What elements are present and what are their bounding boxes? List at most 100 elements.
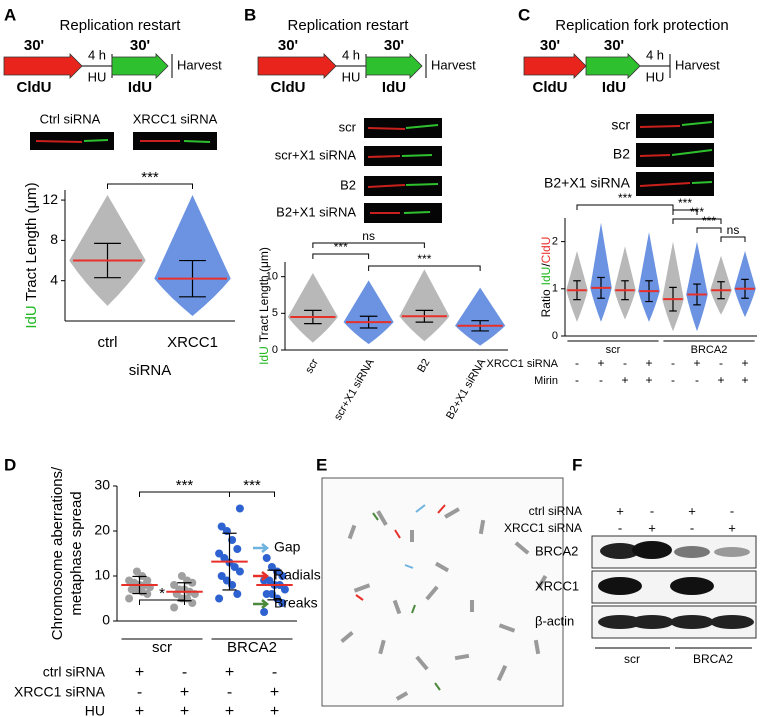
x-tick-label: B2 — [415, 357, 432, 375]
distribution — [154, 195, 231, 316]
schematic-label: CldU — [533, 79, 568, 96]
y-axis-label-part: Tract Length (μm) — [257, 247, 271, 342]
pulse-arrow — [523, 53, 587, 79]
group-label: scr — [606, 344, 621, 356]
x-tick-label: scr+X1 siRNA — [332, 356, 377, 422]
significance-label: *** — [176, 477, 194, 494]
condition-mark: - — [671, 373, 675, 387]
blot-label: β-actin — [535, 613, 574, 628]
group-label: BRCA2 — [693, 652, 733, 666]
y-tick-label: 30 — [94, 477, 110, 493]
significance-label: * — [159, 585, 165, 602]
row-label: Mirin — [534, 375, 558, 387]
fiber-label: B2+X1 siRNA — [544, 175, 631, 191]
schematic-label: HU — [342, 69, 361, 84]
condition-mark: + — [648, 520, 656, 535]
significance-bracket — [576, 204, 674, 210]
data-point — [228, 581, 237, 589]
condition-mark: - — [599, 373, 603, 387]
schematic-label: IdU — [128, 79, 152, 96]
condition-mark: + — [741, 373, 748, 387]
schematic-label: 30' — [130, 37, 150, 54]
x-tick-label: XRCC1 — [167, 334, 218, 351]
condition-mark: + — [225, 664, 234, 681]
panel-title: Replication restart — [288, 17, 410, 34]
panel-letter: B — [244, 5, 256, 24]
chart: 4 8 12 IdU Tract Length (μm) ctrl XRCC1 siRNA **… — [23, 169, 235, 379]
distribution — [662, 241, 684, 332]
condition-mark: + — [616, 503, 624, 518]
significance-bracket — [229, 491, 275, 497]
y-axis-label-part: Tract Length (μm) — [23, 182, 40, 301]
blot-label: BRCA2 — [535, 543, 578, 558]
data-point — [233, 545, 242, 553]
condition-mark: + — [180, 703, 189, 717]
significance-label: ns — [362, 229, 375, 243]
panel-letter: D — [4, 455, 16, 474]
significance-label: *** — [702, 214, 716, 228]
x-tick-label: scr — [303, 357, 321, 376]
group-label: BRCA2 — [691, 344, 728, 356]
significance-label: ns — [727, 223, 740, 237]
fiber-images — [364, 118, 442, 223]
pulse-arrow — [111, 53, 169, 79]
panel-title: Replication restart — [60, 17, 182, 34]
data-point — [262, 554, 271, 562]
pulse-arrow — [3, 53, 83, 79]
condition-mark: - — [575, 356, 579, 370]
y-axis-label-part: IdU — [257, 346, 271, 365]
y-axis-label-part: IdU — [23, 305, 40, 328]
y-axis-label-part: Ratio — [539, 289, 553, 317]
schematic-label: CldU — [17, 79, 52, 96]
group-label: scr — [152, 639, 172, 656]
schematic-label: Harvest — [177, 57, 222, 72]
row-label: XRCC1 siRNA — [486, 358, 558, 370]
metaphase-image — [321, 477, 564, 707]
data-point — [228, 536, 237, 544]
y-tick-label: 4 — [50, 271, 58, 287]
y-tick-label: 0 — [272, 344, 278, 356]
data-point — [235, 567, 244, 576]
row-label: ctrl siRNA — [529, 504, 582, 518]
condition-mark: + — [135, 703, 144, 717]
schematic-label: 30' — [604, 37, 624, 54]
significance-bracket — [312, 253, 370, 259]
chart: 0 10 20 30 Chromosome aberrations/metaphase … — [14, 466, 297, 717]
fiber-label: XRCC1 siRNA — [133, 111, 218, 126]
distribution — [287, 273, 338, 343]
condition-mark: + — [225, 703, 234, 717]
row-label: HU — [85, 703, 105, 717]
condition-mark: - — [182, 664, 187, 681]
fiber-label: B2 — [340, 177, 356, 192]
fiber-label: B2 — [613, 146, 630, 162]
condition-mark: - — [137, 684, 142, 701]
data-point — [233, 590, 242, 598]
y-tick-label: 0 — [552, 330, 558, 342]
fiber-images — [30, 132, 217, 150]
pulse-arrow — [585, 53, 641, 79]
x-tick-label: ctrl — [98, 334, 118, 351]
condition-mark: - — [227, 684, 232, 701]
data-point — [125, 576, 134, 585]
fiber-label: Ctrl siRNA — [40, 111, 101, 126]
data-point — [267, 563, 276, 571]
condition-mark: - — [719, 356, 723, 370]
schematic-label: 4 h — [342, 47, 360, 62]
legend-label: Gap — [274, 539, 301, 555]
significance-bracket — [720, 236, 746, 242]
significance-bracket — [368, 265, 481, 271]
significance-bracket — [672, 209, 698, 215]
data-point — [143, 576, 152, 585]
schematic-label: 4 h — [88, 47, 106, 62]
condition-mark: + — [645, 373, 652, 387]
condition-mark: + — [688, 503, 696, 518]
data-point — [262, 590, 271, 598]
data-point — [230, 563, 239, 571]
blot-label: XRCC1 — [535, 578, 579, 593]
y-axis-label-part: CldU — [539, 237, 553, 264]
distribution — [399, 269, 450, 342]
data-point — [235, 504, 244, 513]
schematic-label: 30' — [384, 37, 404, 54]
significance-label: *** — [618, 191, 632, 205]
